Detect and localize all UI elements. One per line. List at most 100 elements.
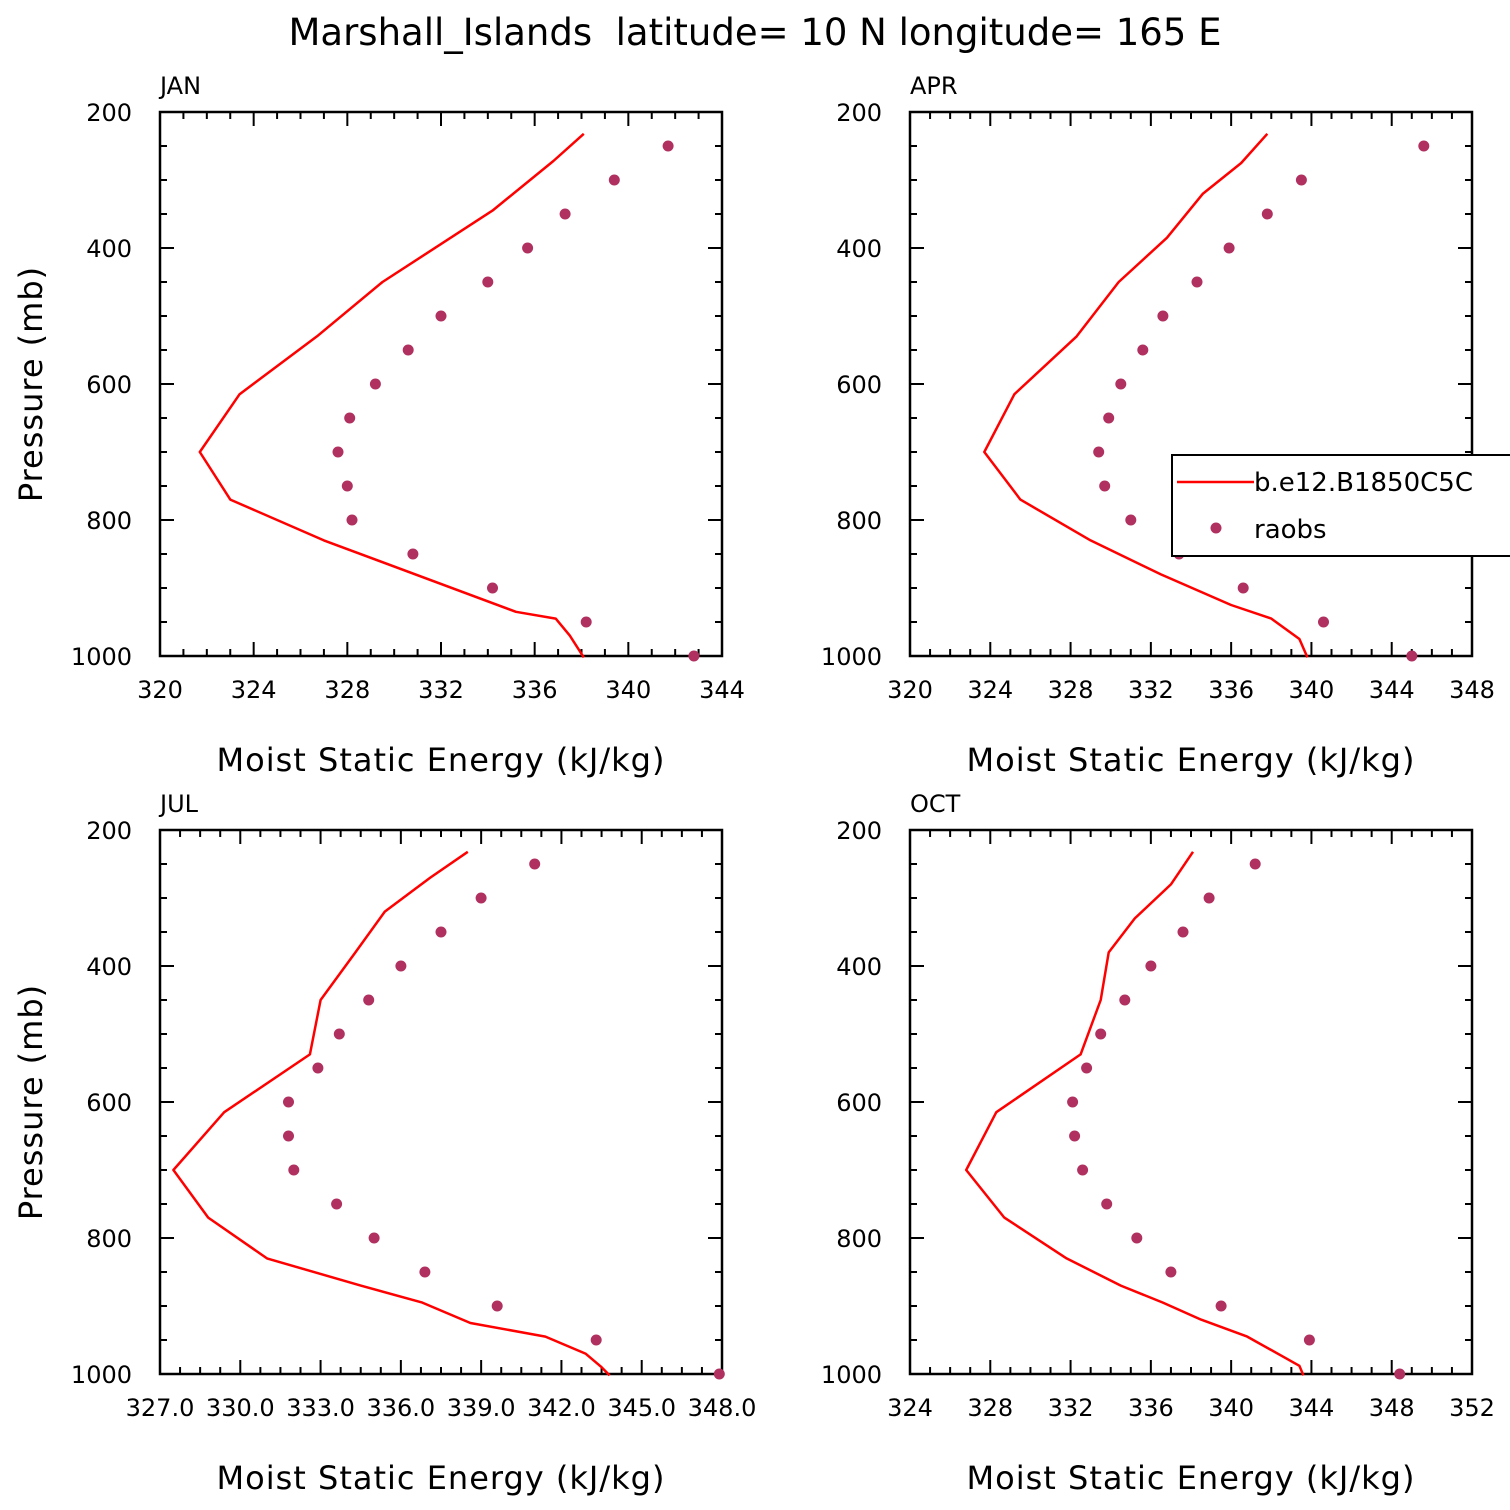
y-tick-label: 400 xyxy=(836,953,882,981)
y-tick-label: 400 xyxy=(836,235,882,263)
x-tick-label: 342.0 xyxy=(527,1394,596,1422)
x-tick-label: 348.0 xyxy=(688,1394,757,1422)
x-tick-label: 340 xyxy=(1208,1394,1254,1422)
panel-apr: APR 320 324 328 332 336 340 344 348 200 400 600 800 1… xyxy=(821,72,1510,779)
obs-point xyxy=(487,582,498,594)
obs-point xyxy=(1249,858,1261,870)
model-line xyxy=(172,850,611,1377)
obs-point xyxy=(482,276,494,288)
obs-point xyxy=(1223,242,1235,254)
y-tick-label: 400 xyxy=(86,953,132,981)
y-tick-label: 800 xyxy=(86,507,132,535)
model-line xyxy=(198,132,585,659)
x-tick-label: 333.0 xyxy=(286,1394,355,1422)
obs-point xyxy=(1318,616,1329,628)
x-tick-label: 332 xyxy=(1128,676,1174,704)
y-tick-label: 1000 xyxy=(821,643,882,671)
x-tick-label: 340 xyxy=(605,676,651,704)
plot-frame xyxy=(908,110,1474,658)
obs-point xyxy=(288,1164,300,1176)
x-tick-label: 332 xyxy=(1048,1394,1094,1422)
obs-point xyxy=(1067,1096,1079,1108)
obs-point xyxy=(1099,480,1111,492)
obs-point xyxy=(331,1198,343,1210)
plot-frame xyxy=(908,828,1474,1376)
obs-point xyxy=(407,548,419,560)
model-line xyxy=(964,851,1305,1376)
y-tick-label: 800 xyxy=(86,1225,132,1253)
x-tick-label: 320 xyxy=(887,676,933,704)
obs-point xyxy=(1394,1368,1406,1380)
legend-point-swatch xyxy=(1210,522,1222,534)
obs-point xyxy=(1081,1062,1093,1074)
y-tick-label: 1000 xyxy=(71,643,132,671)
obs-point xyxy=(283,1096,294,1108)
y-tick-label: 600 xyxy=(86,1089,132,1117)
y-tick-label: 200 xyxy=(86,817,132,845)
y-axis-label: Pressure (mb) xyxy=(12,266,50,502)
panel-title: OCT xyxy=(910,790,961,818)
model-line xyxy=(983,132,1309,658)
legend-box xyxy=(1171,454,1510,557)
obs-point xyxy=(491,1300,503,1312)
obs-point xyxy=(1418,140,1430,152)
plot-frame xyxy=(158,828,724,1376)
obs-point xyxy=(283,1130,294,1142)
obs-point xyxy=(1125,514,1137,526)
obs-point xyxy=(1119,994,1131,1006)
legend-obs-label: raobs xyxy=(1254,515,1327,545)
obs-point xyxy=(475,892,487,904)
obs-point xyxy=(1145,960,1157,972)
obs-point xyxy=(1095,1028,1107,1040)
obs-point xyxy=(402,344,414,356)
y-tick-label: 200 xyxy=(86,99,132,127)
x-tick-label: 339.0 xyxy=(447,1394,516,1422)
obs-point xyxy=(1203,892,1215,904)
y-tick-label: 800 xyxy=(836,1225,882,1253)
panel-jul: JUL 327.0 330.0 333.0 336.0 339.0 342.0 345.0 34… xyxy=(12,790,756,1497)
obs-point xyxy=(341,480,353,492)
obs-point xyxy=(1069,1130,1081,1142)
obs-point xyxy=(1177,926,1189,938)
y-tick-label: 1000 xyxy=(821,1361,882,1389)
obs-point xyxy=(688,650,700,662)
y-tick-label: 800 xyxy=(836,507,882,535)
obs-point xyxy=(1101,1198,1113,1210)
obs-point xyxy=(1406,650,1418,662)
obs-point xyxy=(1191,276,1203,288)
x-tick-label: 328 xyxy=(1048,676,1094,704)
legend: b.e12.B1850C5C raobs xyxy=(1171,454,1510,557)
obs-point xyxy=(1093,446,1105,458)
obs-point xyxy=(608,174,620,186)
x-tick-label: 336 xyxy=(1128,1394,1174,1422)
obs-point xyxy=(590,1334,602,1346)
x-tick-label: 344 xyxy=(1369,676,1415,704)
figure-title: Marshall_Islands latitude= 10 N longitud… xyxy=(288,11,1221,54)
x-tick-label: 352 xyxy=(1449,1394,1495,1422)
obs-point xyxy=(312,1062,324,1074)
x-tick-label: 328 xyxy=(967,1394,1013,1422)
obs-point xyxy=(529,858,541,870)
obs-point xyxy=(346,514,358,526)
panel-title: JUL xyxy=(158,790,199,818)
x-tick-label: 324 xyxy=(231,676,277,704)
obs-point xyxy=(1237,582,1249,594)
obs-point xyxy=(559,208,571,220)
obs-point xyxy=(1157,310,1169,322)
x-axis-label: Moist Static Energy (kJ/kg) xyxy=(967,1459,1416,1497)
obs-point xyxy=(332,446,344,458)
x-tick-label: 348 xyxy=(1369,1394,1415,1422)
obs-point xyxy=(1295,174,1307,186)
x-axis-label: Moist Static Energy (kJ/kg) xyxy=(967,741,1416,779)
x-tick-label: 344 xyxy=(1289,1394,1335,1422)
obs-point xyxy=(1165,1266,1177,1278)
legend-model-label: b.e12.B1850C5C xyxy=(1254,468,1473,498)
x-tick-label: 324 xyxy=(887,1394,933,1422)
x-tick-label: 336 xyxy=(1208,676,1254,704)
panel-oct: OCT 324 328 332 336 340 344 348 352 200 400 600 800 1… xyxy=(821,790,1495,1497)
panel-title: APR xyxy=(910,72,958,100)
panel-jan: JAN 320 324 328 332 336 340 344 200 400 600 800 1000… xyxy=(12,72,745,779)
obs-point xyxy=(1137,344,1149,356)
obs-point xyxy=(662,140,674,152)
